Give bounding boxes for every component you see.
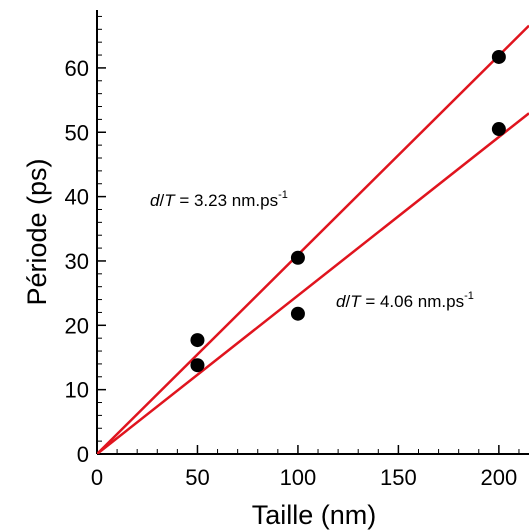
y-axis-title: Période (ps) (22, 158, 52, 305)
y-tick-label: 60 (65, 56, 89, 81)
fit-line-2 (97, 112, 529, 454)
axes (96, 10, 529, 455)
data-points (190, 49, 506, 373)
data-point (290, 306, 305, 321)
data-point (290, 250, 305, 265)
y-tick-label: 30 (65, 249, 89, 274)
x-axis-title: Taille (nm) (252, 500, 377, 530)
data-point (190, 333, 205, 348)
x-tick-label: 200 (481, 465, 518, 490)
fit-line-1 (97, 24, 529, 454)
x-tick-label: 100 (280, 465, 317, 490)
data-point (491, 122, 506, 137)
y-tick-label: 20 (65, 313, 89, 338)
y-tick-label: 40 (65, 185, 89, 210)
y-tick-label: 50 (65, 120, 89, 145)
data-point (190, 358, 205, 373)
y-tick-label: 10 (65, 378, 89, 403)
tick-labels: 0 50 100 150 200 0 10 20 30 40 50 60 (65, 56, 518, 490)
fit-annotation-1: d/T = 3.23 nm.ps-1 (150, 189, 288, 210)
y-tick-label: 0 (77, 442, 89, 467)
x-tick-label: 150 (380, 465, 417, 490)
fit-annotation-2: d/T = 4.06 nm.ps-1 (336, 290, 474, 311)
x-tick-label: 0 (91, 465, 103, 490)
x-tick-label: 50 (185, 465, 209, 490)
fit-lines (97, 24, 529, 454)
data-point (491, 49, 506, 64)
